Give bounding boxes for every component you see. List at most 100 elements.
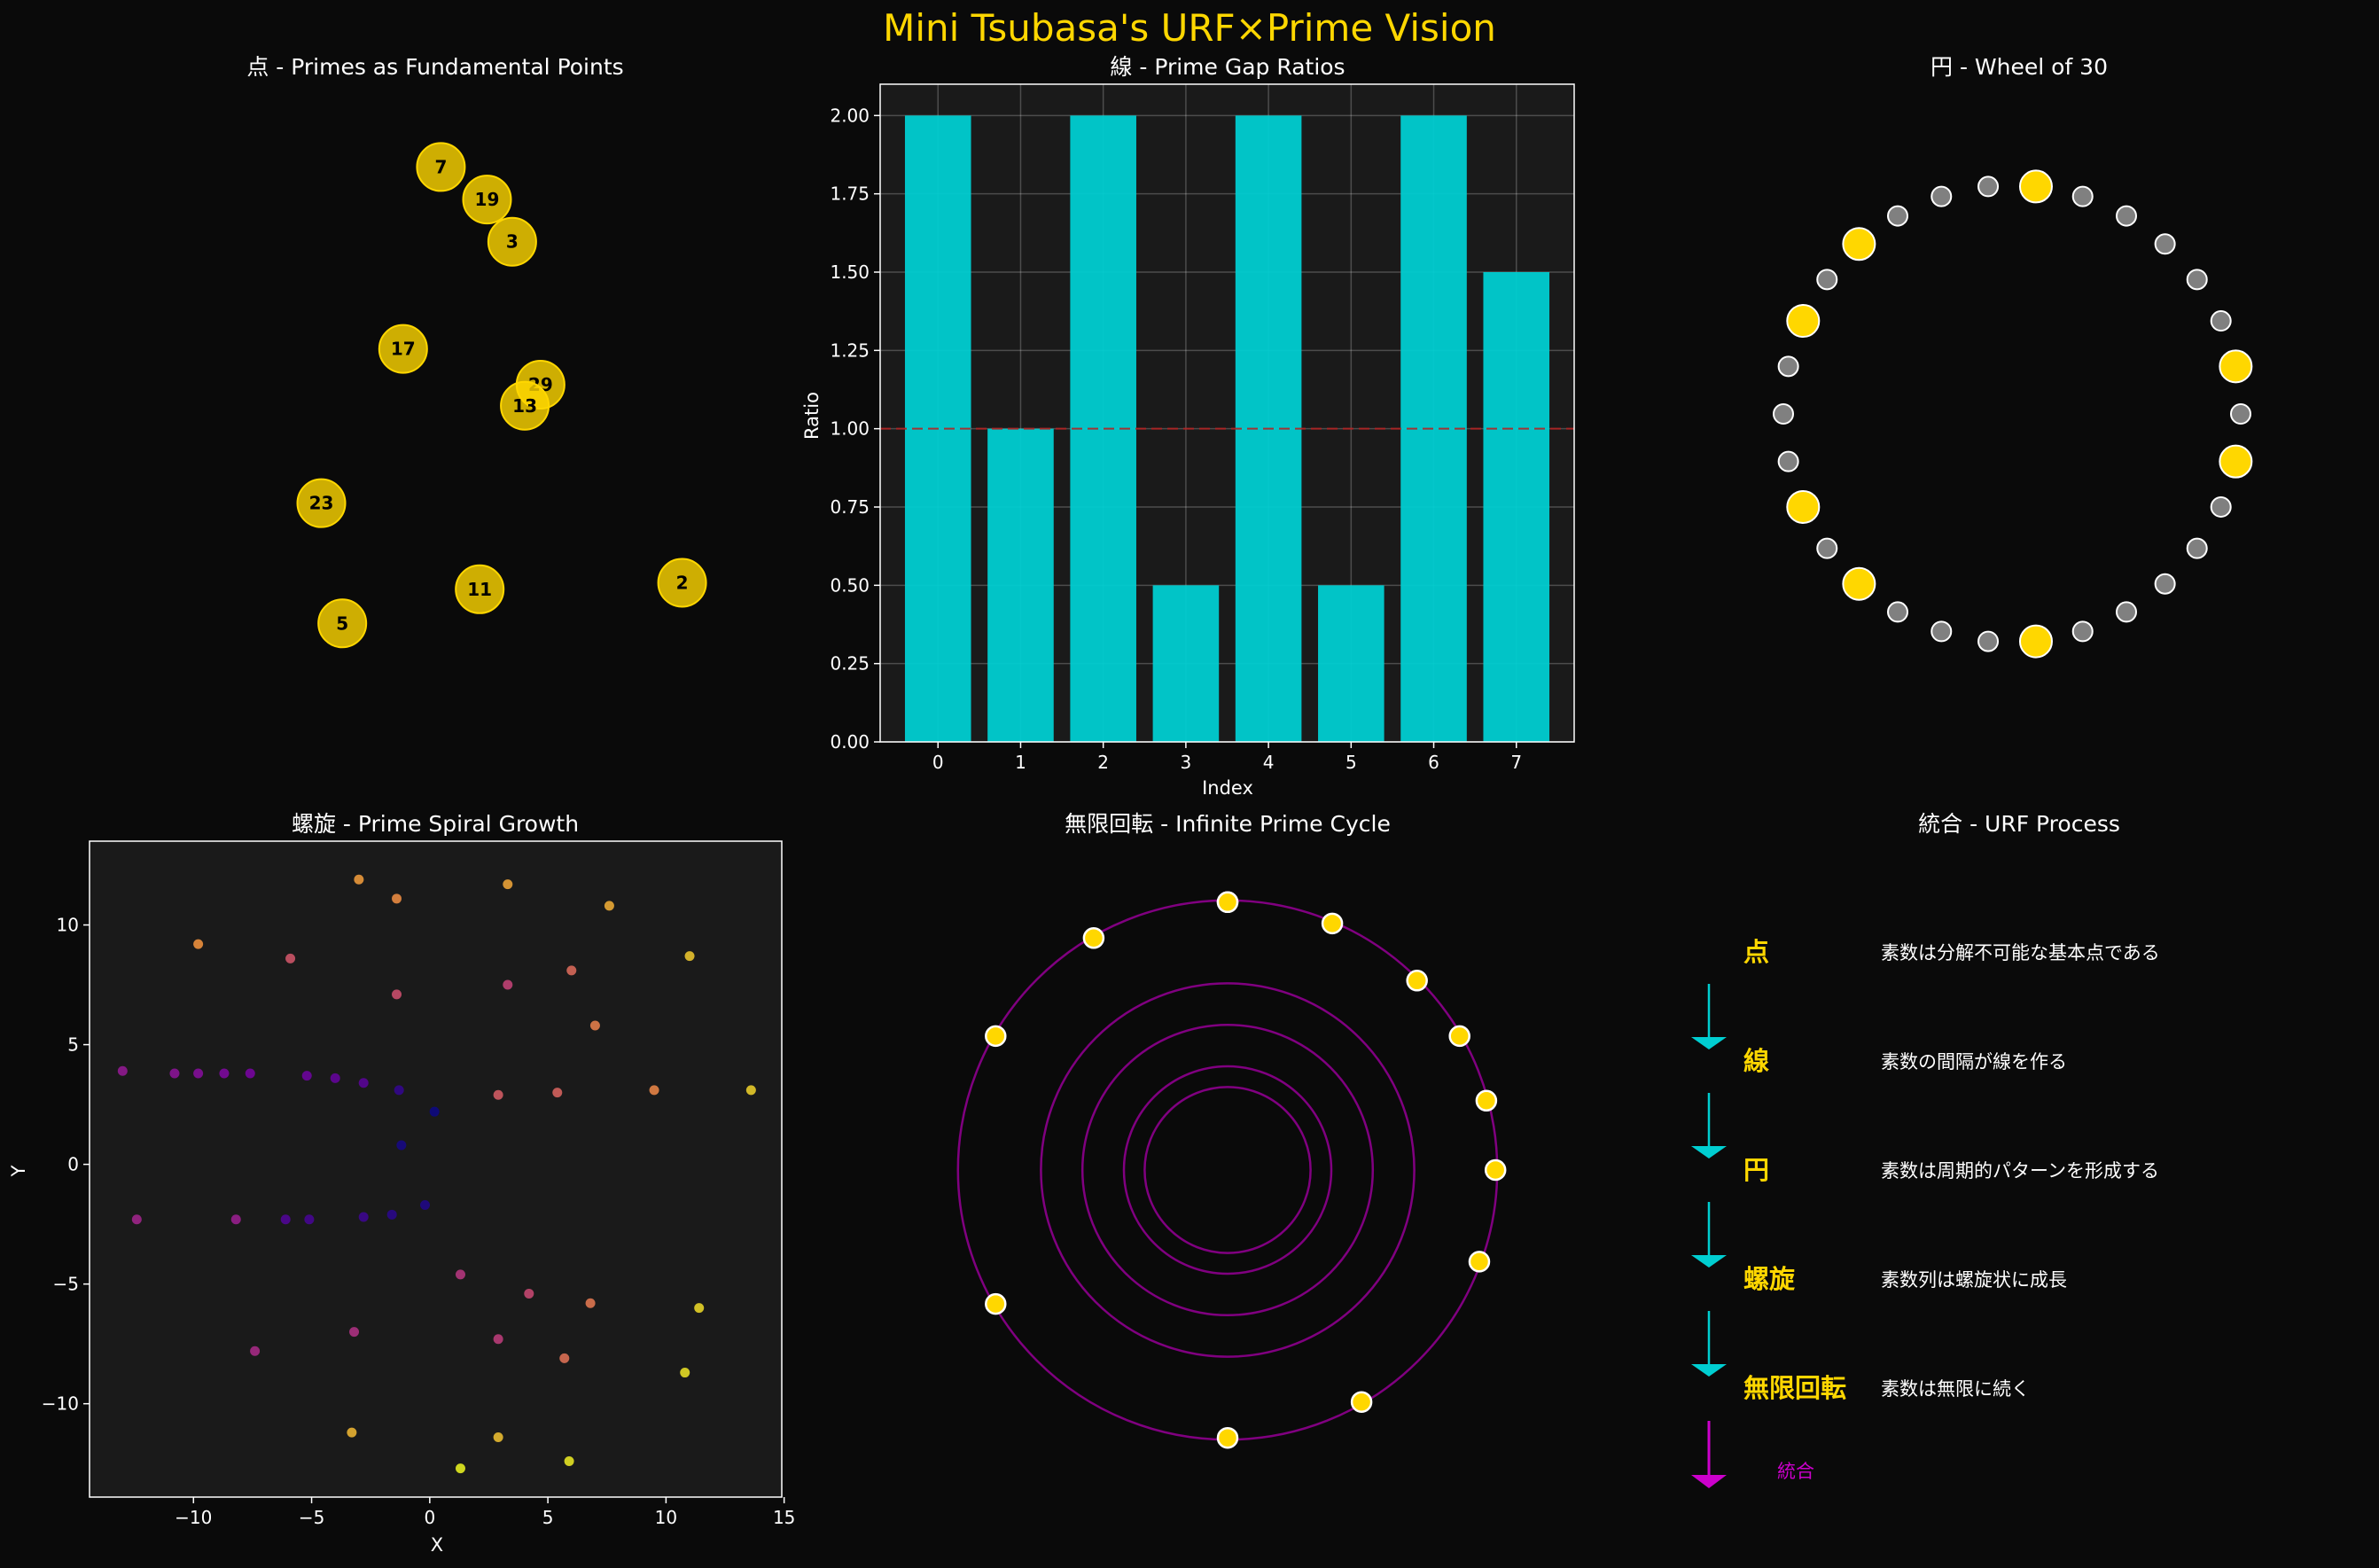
gap-ratio-bar [1152, 585, 1220, 742]
spiral-ytick-label: −5 [53, 1274, 79, 1295]
spiral-point [358, 1212, 369, 1222]
wheel-position [2186, 537, 2208, 559]
cycle-prime-point [1216, 891, 1239, 914]
panel-cycle-title: 無限回転 - Infinite Prime Cycle [1065, 811, 1391, 837]
cycle-prime-point [1406, 970, 1428, 992]
cycle-prime-point [985, 1292, 1007, 1315]
prime-point-label: 11 [467, 579, 492, 600]
wheel-position [1816, 269, 1838, 291]
wheel-position [1777, 355, 1799, 378]
gap-ratios-ytick-label: 1.25 [830, 339, 870, 361]
spiral-ytick-label: 0 [67, 1154, 79, 1175]
spiral-point [420, 1200, 431, 1211]
spiral-frame [89, 840, 783, 1498]
figure-suptitle: Mini Tsubasa's URF×Prime Vision [883, 6, 1496, 50]
wheel-position [2071, 185, 2094, 207]
wheel-position [1816, 537, 1838, 559]
prime-point-23 [296, 478, 347, 528]
gap-ratios-ytick-label: 0.00 [830, 731, 870, 753]
gap-ratios-ytick-label: 1.75 [830, 183, 870, 205]
spiral-point [131, 1214, 142, 1225]
panel-points-title: 点 - Primes as Fundamental Points [246, 54, 623, 80]
spiral-point [193, 939, 204, 949]
spiral-point [169, 1068, 180, 1079]
spiral-point [429, 1106, 440, 1117]
gap-ratios-xtick-label: 1 [1015, 752, 1026, 773]
spiral-point [394, 1085, 404, 1096]
prime-point-label: 7 [434, 156, 447, 177]
prime-point-19 [462, 175, 512, 225]
spiral-point [552, 1088, 563, 1098]
spiral-point [649, 1085, 659, 1096]
spiral-point [559, 1353, 570, 1363]
urf-arrow-head [1691, 1037, 1727, 1049]
panel-gap-ratios-title: 線 - Prime Gap Ratios [1110, 54, 1345, 80]
prime-point-11 [455, 564, 505, 614]
cycle-prime-point [1350, 1391, 1373, 1413]
wheel-position [2186, 269, 2208, 291]
spiral-point [564, 1455, 574, 1466]
prime-point-17 [378, 324, 428, 374]
wheel-prime-position [1842, 566, 1876, 601]
spiral-point [304, 1214, 315, 1225]
spiral-point [455, 1269, 465, 1280]
wheel-prime-position [2219, 349, 2253, 384]
spiral-point [245, 1068, 255, 1079]
spiral-point [745, 1085, 756, 1096]
panel-wheel-title: 円 - Wheel of 30 [1930, 54, 2108, 80]
spiral-xtick-label: 15 [773, 1507, 795, 1528]
wheel-position [2154, 233, 2176, 255]
spiral-point [566, 965, 577, 976]
urf-stage-symbol: 円 [1743, 1155, 1769, 1185]
panel-wheel: 円 - Wheel of 30 [1773, 54, 2253, 659]
prime-point-13 [500, 380, 550, 431]
spiral-point [280, 1214, 291, 1225]
spiral-point [386, 1209, 397, 1220]
spiral-point [358, 1078, 369, 1088]
spiral-ylabel: Y [8, 1165, 29, 1177]
urf-final-label: 統合 [1777, 1461, 1814, 1482]
gap-ratios-ytick-label: 0.50 [830, 574, 870, 596]
gap-ratios-ylabel: Ratio [801, 392, 823, 440]
gap-ratios-frame [879, 83, 1575, 743]
spiral-point [219, 1068, 230, 1079]
wheel-position [2210, 495, 2232, 518]
spiral-point [684, 951, 695, 962]
prime-point-3 [487, 216, 537, 267]
spiral-point [589, 1020, 600, 1031]
urf-arrow-head [1691, 1364, 1727, 1377]
wheel-prime-position [1786, 304, 1821, 339]
spiral-point [193, 1068, 204, 1079]
spiral-point [354, 874, 364, 885]
urf-stage-description: 素数の間隔が線を作る [1881, 1051, 2067, 1073]
wheel-position [2071, 620, 2094, 643]
wheel-position [2210, 310, 2232, 332]
spiral-point [694, 1303, 705, 1314]
wheel-prime-position [2018, 169, 2053, 204]
wheel-position [2116, 205, 2137, 227]
spiral-point [455, 1463, 465, 1474]
prime-point-label: 19 [475, 189, 500, 210]
spiral-point [392, 989, 402, 1000]
spiral-point [392, 893, 402, 904]
cycle-prime-point [1216, 1426, 1239, 1449]
urf-stage-symbol: 線 [1743, 1046, 1769, 1076]
wheel-position [1930, 185, 1953, 207]
spiral-xtick-label: −5 [299, 1507, 324, 1528]
gap-ratios-xtick-label: 4 [1263, 752, 1275, 773]
wheel-position [1887, 205, 1908, 227]
gap-ratios-ytick-label: 1.50 [830, 261, 870, 283]
prime-point-label: 23 [309, 493, 334, 514]
urf-arrow-head [1691, 1146, 1727, 1158]
prime-point-label: 17 [391, 339, 416, 360]
cycle-ring [1080, 1023, 1375, 1317]
wheel-position [1773, 403, 1794, 425]
wheel-position [1887, 601, 1908, 623]
spiral-ytick-label: 10 [57, 915, 79, 936]
cycle-prime-point [985, 1025, 1007, 1048]
gap-ratios-xtick-label: 0 [932, 752, 944, 773]
gap-ratios-ytick-label: 0.25 [830, 653, 870, 675]
cycle-ring [1122, 1065, 1333, 1275]
panel-urf-title: 統合 - URF Process [1918, 811, 2120, 837]
